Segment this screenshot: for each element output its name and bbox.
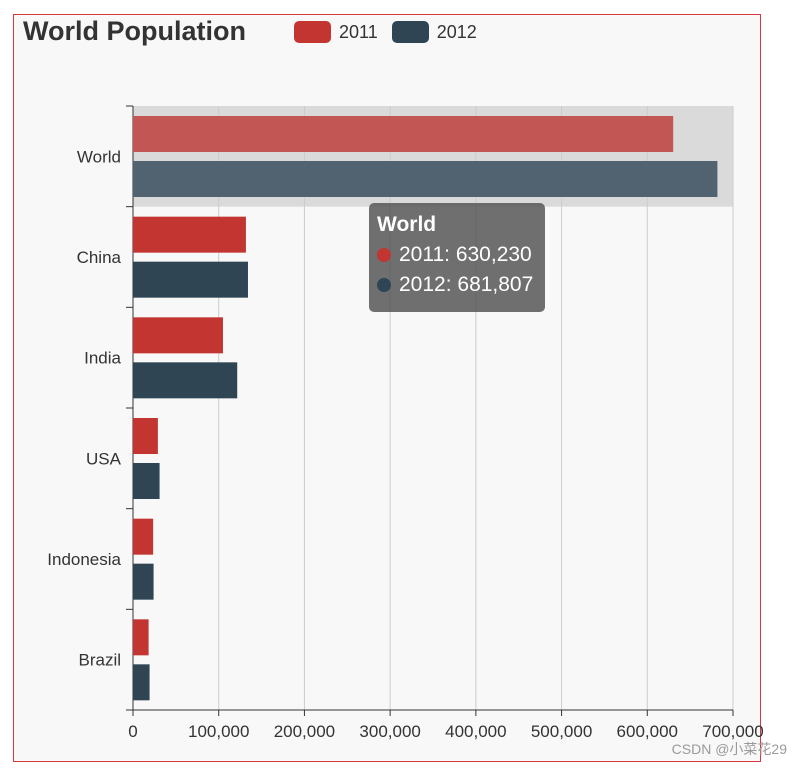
bar-2012-brazil: [133, 664, 150, 701]
x-tick-label: 700,000: [702, 722, 763, 741]
tooltip-dot-2011: [377, 248, 391, 262]
y-tick-label: Brazil: [78, 651, 121, 670]
x-tick-label: 600,000: [617, 722, 678, 741]
tooltip-value-2012: 2012: 681,807: [399, 273, 534, 296]
x-tick-label: 200,000: [274, 722, 335, 741]
tooltip-dot-2012: [377, 278, 391, 292]
legend-swatch-2011: [294, 21, 331, 43]
bar-2011-india: [133, 317, 223, 354]
x-tick-label: 100,000: [188, 722, 249, 741]
bar-2012-china: [133, 261, 248, 298]
chart-title: World Population: [23, 16, 246, 46]
x-tick-label: 500,000: [531, 722, 592, 741]
tooltip-value-2011: 2011: 630,230: [399, 243, 532, 266]
bar-2012-usa: [133, 463, 160, 499]
tooltip-row-2012: 2012: 681,807: [377, 273, 537, 297]
y-tick-label: USA: [86, 449, 122, 468]
y-tick-label: World: [77, 147, 121, 166]
x-tick-label: 300,000: [359, 722, 420, 741]
tooltip: World 2011: 630,230 2012: 681,807: [369, 203, 545, 312]
x-tick-label: 0: [128, 722, 137, 741]
bar-2012-world: [133, 161, 718, 197]
legend: 2011 2012: [294, 21, 491, 43]
tooltip-title: World: [377, 213, 437, 236]
legend-swatch-2012: [391, 21, 429, 43]
watermark: CSDN @小菜花29: [671, 741, 787, 757]
bar-2011-usa: [133, 418, 158, 454]
legend-item-2011[interactable]: 2011: [294, 21, 378, 43]
legend-label-2011: 2011: [339, 21, 378, 42]
bar-2012-indonesia: [133, 563, 154, 600]
y-tick-label: China: [77, 248, 122, 267]
legend-label-2012: 2012: [436, 21, 477, 42]
x-tick-label: 400,000: [445, 722, 506, 741]
y-tick-label: Indonesia: [47, 550, 121, 569]
bar-2011-world: [133, 116, 674, 152]
legend-item-2012[interactable]: 2012: [391, 21, 477, 43]
bar-2012-india: [133, 362, 238, 399]
y-tick-label: India: [84, 349, 121, 368]
tooltip-row-2011: 2011: 630,230: [377, 243, 537, 267]
bar-2011-brazil: [133, 619, 149, 656]
bar-2011-china: [133, 216, 246, 253]
bar-2011-indonesia: [133, 518, 154, 555]
